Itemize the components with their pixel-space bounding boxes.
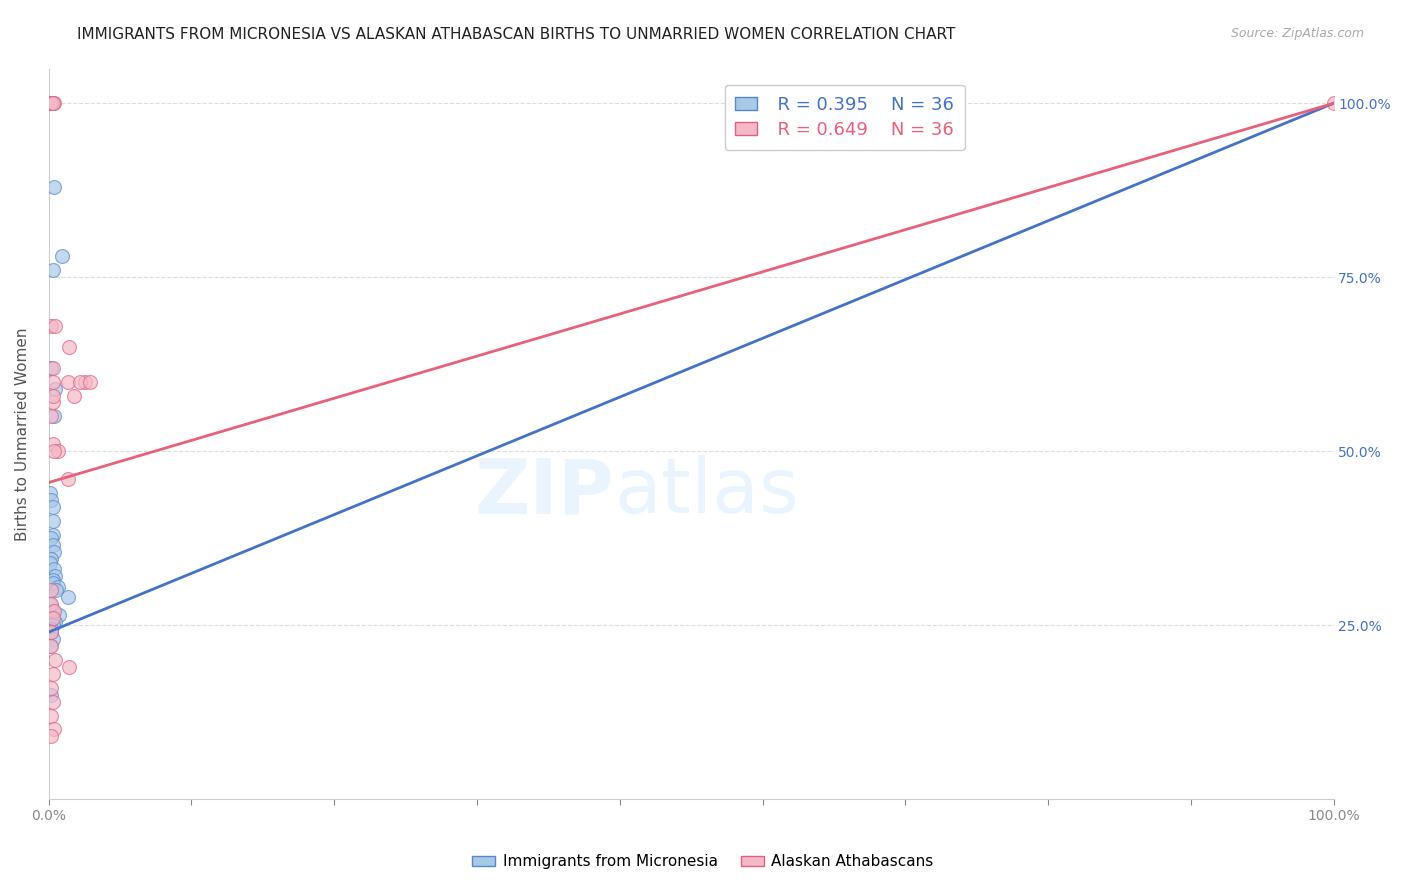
Point [41, 538, 63, 552]
Point [56, 375, 79, 389]
Point [73, 375, 96, 389]
Point [39, 597, 62, 611]
Point [41, 96, 63, 111]
Point [41, 500, 63, 514]
Point [41, 375, 63, 389]
Point [41, 318, 63, 333]
Point [41, 360, 63, 375]
Point [42, 444, 65, 458]
Point [42, 604, 65, 618]
Point [44, 318, 66, 333]
Point [41, 604, 63, 618]
Point [41, 531, 63, 545]
Y-axis label: Births to Unmarried Women: Births to Unmarried Women [15, 327, 30, 541]
Point [41, 360, 63, 375]
Point [41, 625, 63, 640]
Point [41, 552, 63, 566]
Point [51, 249, 73, 263]
Point [41, 395, 63, 409]
Point [41, 625, 63, 640]
Point [41, 388, 63, 402]
Point [48, 607, 70, 622]
Text: ZIP: ZIP [475, 455, 614, 529]
Point [42, 96, 65, 111]
Point [41, 708, 63, 723]
Point [41, 576, 63, 591]
Point [41, 618, 63, 632]
Point [44, 615, 66, 629]
Point [39, 639, 62, 653]
Point [56, 591, 79, 605]
Point [41, 409, 63, 424]
Text: Source: ZipAtlas.com: Source: ZipAtlas.com [1230, 27, 1364, 40]
Point [39, 486, 62, 500]
Point [41, 583, 63, 598]
Point [1322, 96, 1344, 111]
Point [41, 263, 63, 277]
Point [41, 622, 63, 636]
Point [41, 573, 63, 587]
Point [56, 472, 79, 486]
Point [41, 611, 63, 625]
Point [42, 409, 65, 424]
Point [42, 562, 65, 576]
Point [39, 96, 62, 111]
Point [45, 583, 67, 598]
Point [41, 611, 63, 625]
Point [58, 340, 80, 354]
Point [39, 556, 62, 570]
Point [41, 730, 63, 744]
Point [44, 382, 66, 396]
Point [41, 688, 63, 702]
Point [41, 666, 63, 681]
Point [63, 388, 86, 402]
Point [42, 179, 65, 194]
Point [41, 597, 63, 611]
Text: IMMIGRANTS FROM MICRONESIA VS ALASKAN ATHABASCAN BIRTHS TO UNMARRIED WOMEN CORRE: IMMIGRANTS FROM MICRONESIA VS ALASKAN AT… [77, 27, 956, 42]
Point [41, 681, 63, 695]
Point [44, 653, 66, 667]
Point [69, 375, 91, 389]
Point [46, 444, 69, 458]
Point [41, 639, 63, 653]
Point [79, 375, 101, 389]
Point [41, 96, 63, 111]
Point [44, 569, 66, 583]
Point [46, 580, 69, 594]
Text: atlas: atlas [614, 455, 799, 529]
Point [41, 514, 63, 528]
Point [58, 660, 80, 674]
Point [41, 437, 63, 451]
Legend:   R = 0.395    N = 36,   R = 0.649    N = 36: R = 0.395 N = 36, R = 0.649 N = 36 [724, 85, 965, 150]
Point [41, 632, 63, 646]
Point [41, 695, 63, 709]
Legend: Immigrants from Micronesia, Alaskan Athabascans: Immigrants from Micronesia, Alaskan Atha… [467, 848, 939, 875]
Point [41, 96, 63, 111]
Point [42, 545, 65, 559]
Point [41, 96, 63, 111]
Point [41, 527, 63, 541]
Point [41, 492, 63, 507]
Point [42, 723, 65, 737]
